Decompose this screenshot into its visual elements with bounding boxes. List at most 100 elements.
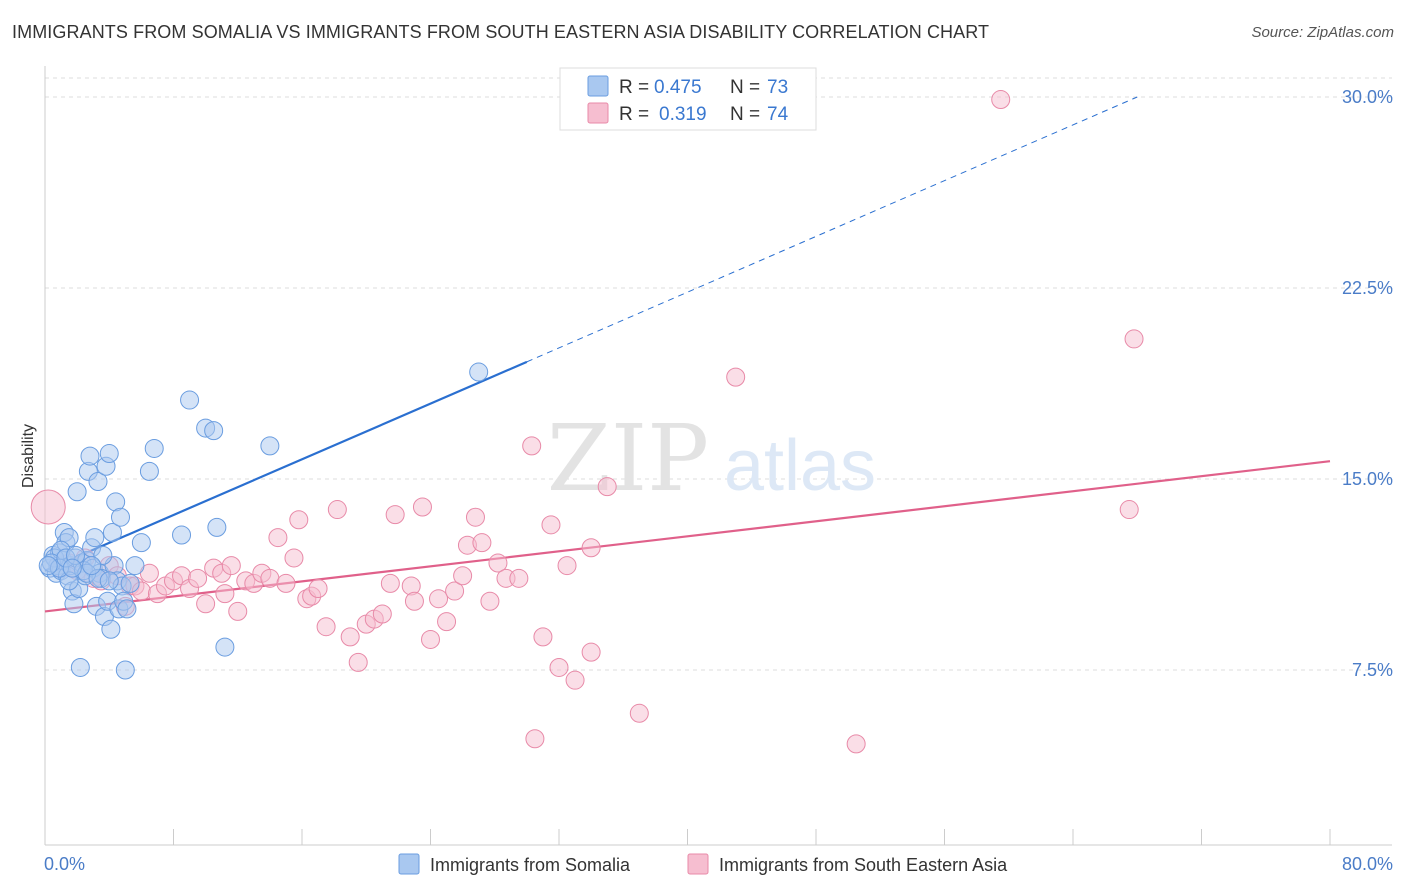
series-south-eastern-asia bbox=[30, 90, 1144, 754]
data-point-somalia bbox=[110, 507, 130, 527]
legend-r-label-2: R = bbox=[619, 104, 649, 125]
data-point-sea bbox=[340, 627, 360, 647]
data-point-sea bbox=[276, 573, 296, 593]
legend-swatch-sea bbox=[587, 102, 609, 124]
data-point-sea bbox=[221, 556, 241, 576]
axes bbox=[44, 66, 1392, 846]
data-point-sea bbox=[308, 579, 328, 599]
legend-n-label-1: N = bbox=[730, 77, 760, 98]
data-point-somalia bbox=[131, 533, 151, 553]
data-point-sea bbox=[215, 584, 235, 604]
chart-title: IMMIGRANTS FROM SOMALIA VS IMMIGRANTS FR… bbox=[12, 22, 990, 42]
data-point-somalia bbox=[172, 525, 192, 545]
data-point-somalia bbox=[99, 571, 119, 591]
data-point-somalia bbox=[88, 472, 108, 492]
data-point-sea bbox=[453, 566, 473, 586]
y-axis-label: Disability bbox=[20, 424, 37, 488]
data-point-sea bbox=[30, 489, 66, 525]
y-tick-label: 22.5% bbox=[1342, 278, 1393, 298]
data-point-sea bbox=[316, 617, 336, 637]
data-point-somalia bbox=[62, 558, 82, 578]
watermark-zip: ZIP bbox=[547, 405, 709, 512]
data-point-sea bbox=[991, 90, 1011, 110]
data-point-sea bbox=[188, 568, 208, 588]
data-point-somalia bbox=[204, 421, 224, 441]
data-point-sea bbox=[465, 507, 485, 527]
y-tick-label: 7.5% bbox=[1352, 660, 1393, 680]
data-point-somalia bbox=[85, 528, 105, 548]
data-point-sea bbox=[412, 497, 432, 517]
data-point-sea bbox=[597, 477, 617, 497]
x-tick-label: 0.0% bbox=[44, 854, 85, 874]
legend-r-label-1: R = bbox=[619, 77, 649, 98]
data-point-sea bbox=[557, 556, 577, 576]
data-point-sea bbox=[581, 538, 601, 558]
data-point-somalia bbox=[469, 362, 489, 382]
trend-line-somalia bbox=[44, 360, 528, 572]
data-point-somalia bbox=[80, 446, 100, 466]
x-tick-label: 80.0% bbox=[1342, 854, 1393, 874]
data-point-sea bbox=[533, 627, 553, 647]
data-point-sea bbox=[509, 568, 529, 588]
data-point-somalia bbox=[125, 556, 145, 576]
data-point-somalia bbox=[102, 522, 122, 542]
data-point-sea bbox=[846, 734, 866, 754]
data-point-sea bbox=[525, 729, 545, 749]
data-point-sea bbox=[437, 612, 457, 632]
data-point-somalia bbox=[260, 436, 280, 456]
data-point-sea bbox=[549, 657, 569, 677]
data-point-somalia bbox=[67, 482, 87, 502]
data-point-somalia bbox=[117, 599, 137, 619]
bottom-legend-swatch-sea bbox=[687, 853, 709, 875]
data-point-somalia bbox=[215, 637, 235, 657]
data-point-somalia bbox=[207, 517, 227, 537]
data-point-somalia bbox=[115, 660, 135, 680]
data-point-sea bbox=[380, 573, 400, 593]
tick-labels: 7.5% 15.0% 22.5% 30.0% 0.0% 80.0% bbox=[44, 87, 1393, 874]
data-point-sea bbox=[1119, 500, 1139, 520]
data-point-sea bbox=[581, 642, 601, 662]
legend-swatch-somalia bbox=[587, 75, 609, 97]
bottom-legend-label-sea: Immigrants from South Eastern Asia bbox=[719, 855, 1008, 875]
legend-n-value-1: 73 bbox=[767, 77, 788, 98]
data-point-somalia bbox=[139, 461, 159, 481]
data-point-somalia bbox=[70, 657, 90, 677]
data-point-sea bbox=[629, 703, 649, 723]
data-point-sea bbox=[1124, 329, 1144, 349]
data-point-sea bbox=[348, 652, 368, 672]
y-tick-label: 15.0% bbox=[1342, 469, 1393, 489]
data-point-sea bbox=[372, 604, 392, 624]
data-point-sea bbox=[284, 548, 304, 568]
trend-line-somalia-extension bbox=[526, 96, 1138, 363]
data-point-sea bbox=[472, 533, 492, 553]
data-point-somalia bbox=[180, 390, 200, 410]
series-somalia bbox=[38, 362, 489, 680]
data-point-somalia bbox=[82, 556, 102, 576]
data-point-sea bbox=[268, 528, 288, 548]
data-point-sea bbox=[327, 500, 347, 520]
data-point-sea bbox=[228, 601, 248, 621]
data-point-somalia bbox=[144, 438, 164, 458]
data-point-sea bbox=[565, 670, 585, 690]
source-label: Source: ZipAtlas.com bbox=[1251, 24, 1394, 41]
bottom-legend-swatch-somalia bbox=[398, 853, 420, 875]
data-point-sea bbox=[260, 568, 280, 588]
data-point-sea bbox=[429, 589, 449, 609]
data-point-sea bbox=[488, 553, 508, 573]
y-tick-label: 30.0% bbox=[1342, 87, 1393, 107]
watermark-atlas: atlas bbox=[724, 426, 876, 506]
legend-r-value-1: 0.475 bbox=[654, 77, 702, 98]
data-point-sea bbox=[289, 510, 309, 530]
data-point-sea bbox=[445, 581, 465, 601]
trend-lines bbox=[44, 96, 1331, 613]
data-point-somalia bbox=[99, 444, 119, 464]
data-point-sea bbox=[385, 505, 405, 525]
data-point-sea bbox=[541, 515, 561, 535]
legend-r-value-2: 0.319 bbox=[659, 104, 707, 125]
data-point-somalia bbox=[38, 556, 58, 576]
data-point-somalia bbox=[101, 619, 121, 639]
data-point-sea bbox=[196, 594, 216, 614]
data-point-sea bbox=[726, 367, 746, 387]
data-point-sea bbox=[421, 629, 440, 649]
